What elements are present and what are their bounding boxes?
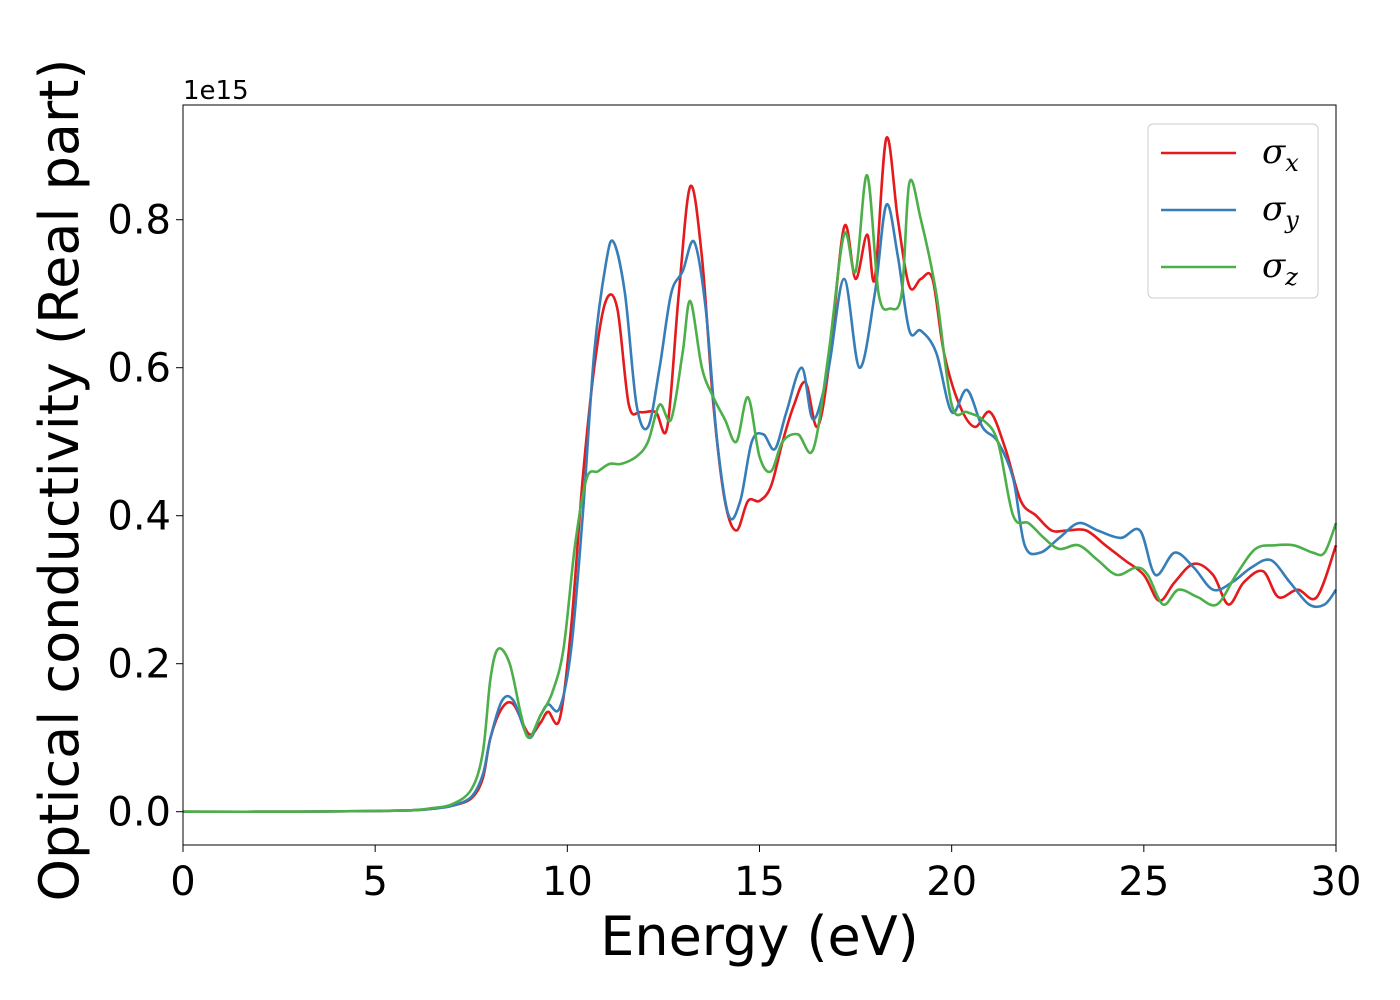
y-tick-label: 0.2 <box>107 642 171 688</box>
y-tick-label: 0.0 <box>107 790 171 836</box>
y-tick-label: 0.4 <box>107 494 171 540</box>
y-offset-label: 1e15 <box>183 76 249 106</box>
x-tick-label: 30 <box>1311 859 1362 905</box>
x-tick-label: 10 <box>542 859 593 905</box>
y-axis-ticks: 0.0 0.2 0.4 0.6 0.8 <box>107 198 183 836</box>
x-axis-label: Energy (eV) <box>600 905 919 968</box>
legend-label-x: σx <box>1262 132 1299 177</box>
y-tick-label: 0.8 <box>107 198 171 244</box>
x-tick-label: 20 <box>926 859 977 905</box>
series-line-x <box>182 136 1338 814</box>
y-tick-label: 0.6 <box>107 346 171 392</box>
x-tick-label: 0 <box>170 859 195 905</box>
x-axis-ticks: 0 5 10 15 20 25 30 <box>170 845 1361 905</box>
x-tick-label: 5 <box>362 859 387 905</box>
legend-label-y: σy <box>1262 189 1299 234</box>
series-line-z <box>182 173 1338 814</box>
x-tick-label: 15 <box>734 859 785 905</box>
x-tick-label: 25 <box>1118 859 1169 905</box>
y-axis-label: Optical conductivity (Real part) <box>28 59 91 902</box>
plot-lines <box>182 136 1338 814</box>
